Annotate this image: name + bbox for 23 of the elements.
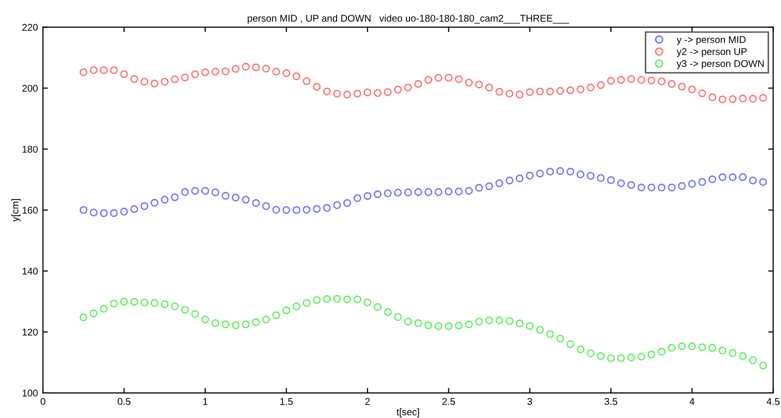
x-tick-label: 4.5 <box>766 398 780 405</box>
x-tick-label: 0.5 <box>118 398 130 405</box>
legend-label: y2 -> person UP <box>676 48 747 57</box>
x-tick-label: 1.5 <box>280 398 293 405</box>
x-tick-label: 3.5 <box>604 398 618 405</box>
y-tick-label: 220 <box>22 24 38 31</box>
x-tick-label: 3 <box>527 398 532 405</box>
legend-label: y3 -> person DOWN <box>676 60 764 69</box>
y-axis-title: y[cm] <box>11 199 20 222</box>
x-tick-label: 4 <box>690 398 694 405</box>
y-tick-label: 160 <box>22 206 38 214</box>
y-tick-label: 120 <box>22 328 38 336</box>
x-tick-label: 0 <box>40 398 46 405</box>
x-tick-label: 2 <box>365 398 370 405</box>
y-tick-label: 200 <box>22 84 38 92</box>
y-tick-label: 180 <box>22 146 38 153</box>
x-tick-label: 1 <box>203 398 208 405</box>
y-tick-label: 140 <box>22 268 38 275</box>
chart-title: person MID , UP and DOWN video uo-180-180-180_cam2___THREE___ <box>248 14 570 24</box>
legend-label: y -> person MID <box>676 36 746 45</box>
y-tick-label: 100 <box>22 390 38 397</box>
x-axis-title: t[sec] <box>396 408 419 418</box>
x-tick-label: 2.5 <box>442 398 455 405</box>
